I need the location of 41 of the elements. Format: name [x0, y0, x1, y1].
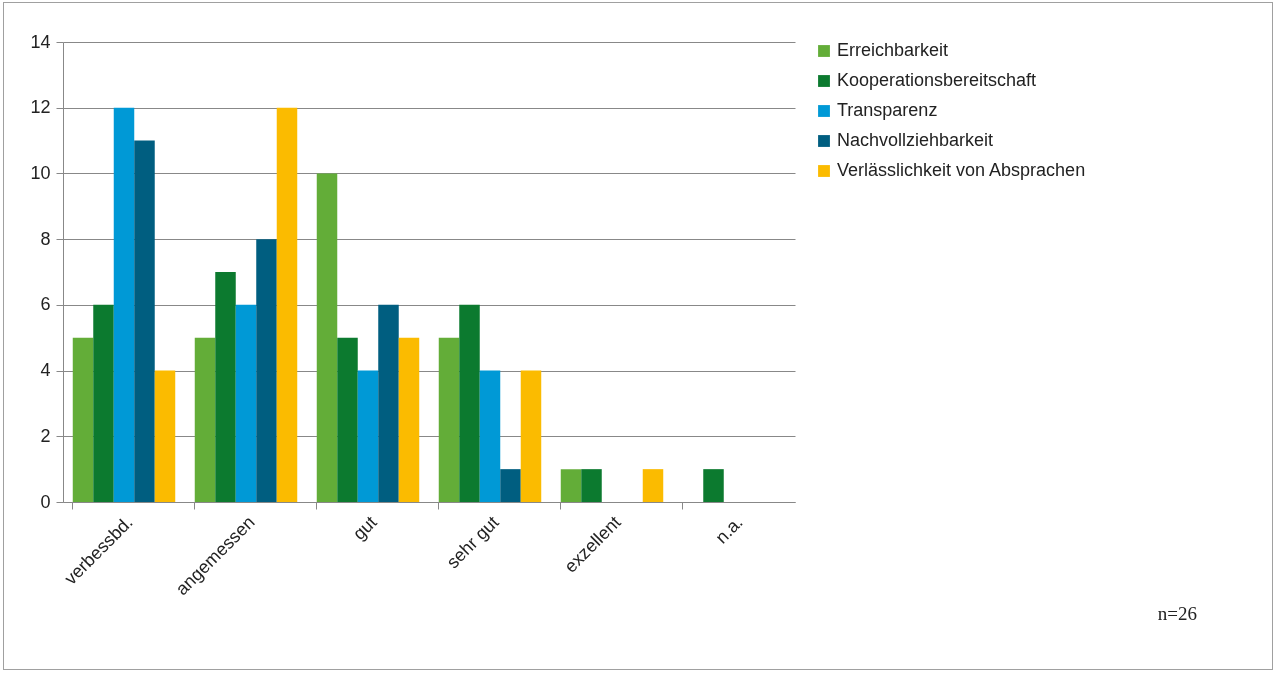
bar: [378, 304, 399, 502]
bar: [581, 469, 602, 502]
bar: [703, 469, 724, 502]
bar: [72, 337, 94, 502]
bar: [337, 337, 358, 502]
bar: [479, 370, 501, 502]
text: n=26: [1157, 603, 1197, 625]
bar: [642, 469, 664, 502]
bar: [235, 304, 257, 502]
y-tick-label: 6: [40, 294, 51, 315]
bar: [438, 337, 460, 502]
legend-label: Transparenz: [837, 100, 938, 120]
bar: [316, 173, 338, 502]
legend-label: Verlässlichkeit von Absprachen: [837, 160, 1086, 180]
y-tick-label: 10: [30, 162, 51, 183]
y-tick-label: 2: [40, 425, 51, 446]
bar: [459, 304, 480, 502]
x-tick-label: sehr gut: [442, 512, 503, 573]
legend-label: Erreichbarkeit: [837, 40, 949, 60]
x-tick-label: n.a.: [711, 512, 747, 548]
bar: [398, 337, 420, 502]
bar: [154, 370, 176, 502]
bar: [520, 370, 542, 502]
y-tick-label: 12: [30, 97, 51, 118]
bar: [500, 469, 521, 502]
bar: [357, 370, 379, 502]
y-tick-label: 8: [40, 228, 51, 249]
x-tick-label: gut: [348, 512, 381, 544]
bar: [194, 337, 216, 502]
y-tick-label: 14: [30, 31, 51, 52]
legend-label: Nachvollziehbarkeit: [837, 130, 994, 150]
legend-label: Kooperationsbereitschaft: [837, 70, 1037, 90]
bar: [134, 140, 155, 502]
y-tick-label: 4: [40, 360, 51, 381]
bar: [215, 272, 236, 502]
bar: [93, 304, 114, 502]
bar: [276, 107, 298, 502]
y-tick-label: 0: [40, 491, 51, 512]
bar: [256, 239, 277, 502]
bar: [560, 469, 582, 502]
bar: [113, 107, 135, 502]
